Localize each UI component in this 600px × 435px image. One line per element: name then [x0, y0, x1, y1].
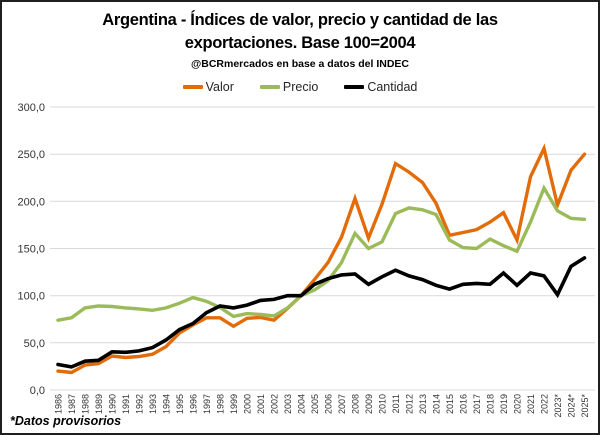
x-axis-label: 2010: [378, 394, 388, 414]
chart-title: Argentina - Índices de valor, precio y c…: [2, 9, 598, 55]
x-axis-label: 1986: [54, 394, 64, 414]
x-axis-label: 2017: [472, 394, 482, 414]
x-axis-label: 1989: [94, 394, 104, 414]
x-axis-label: 2022: [540, 394, 550, 414]
x-axis-label: 2009: [364, 394, 374, 414]
y-axis-label: 0,0: [30, 385, 45, 397]
y-axis-label: 150,0: [17, 244, 45, 256]
x-axis-label: 2021: [526, 394, 536, 414]
x-axis-label: 2012: [405, 394, 415, 414]
x-axis-label: 1990: [108, 394, 118, 414]
chart-title-line1: Argentina - Índices de valor, precio y c…: [102, 11, 498, 29]
x-axis-label: 2014: [432, 394, 442, 414]
x-axis-label: 1987: [67, 394, 77, 414]
valor-line-swatch-icon: [182, 85, 203, 89]
y-axis-label: 200,0: [17, 196, 45, 208]
x-axis-label: 2024*: [567, 394, 577, 418]
x-axis-label: 2019: [499, 394, 509, 414]
x-axis-label: 2011: [391, 394, 401, 413]
x-axis-label: 2013: [418, 394, 428, 414]
precio-line-swatch-icon: [259, 85, 280, 89]
legend-item-precio: Precio: [259, 80, 319, 94]
x-axis-label: 2015: [445, 394, 455, 414]
x-axis-label: 1994: [162, 394, 172, 414]
x-axis-label: 2008: [351, 394, 361, 414]
legend-label-precio: Precio: [282, 80, 319, 94]
legend-label-cantidad: Cantidad: [367, 80, 418, 94]
cantidad-line-swatch-icon: [344, 85, 365, 89]
cantidad-line: [56, 256, 587, 369]
x-axis-label: 1993: [148, 394, 158, 414]
x-axis-label: 2023*: [553, 394, 563, 418]
x-axis-label: 1992: [135, 394, 145, 414]
x-axis-label: 1998: [216, 394, 226, 414]
x-axis-label: 2002: [270, 394, 280, 414]
x-axis-label: 1997: [202, 394, 212, 414]
x-axis-label: 2018: [486, 394, 496, 414]
x-axis-label: 2007: [337, 394, 347, 414]
valor-line: [56, 143, 587, 375]
chart-subtitle: @BCRmercados en base a datos del INDEC: [191, 58, 409, 70]
legend-item-valor: Valor: [182, 80, 234, 94]
x-axis-label: 2025*: [580, 394, 590, 418]
x-axis-label: 1991: [121, 394, 131, 414]
chart-legend: Valor Precio Cantidad: [2, 78, 598, 96]
x-axis-label: 2000: [243, 394, 253, 414]
x-axis-label: 2020: [513, 394, 523, 414]
x-axis-label: 2005: [310, 394, 320, 414]
x-axis-label: 2001: [256, 394, 266, 414]
x-axis-label: 2003: [283, 394, 293, 414]
footnote: *Datos provisorios: [10, 414, 122, 428]
x-axis-label: 2016: [459, 394, 469, 414]
chart-title-line2: exportaciones. Base 100=2004: [184, 33, 416, 52]
precio-line: [56, 184, 587, 322]
y-axis-label: 300,0: [17, 102, 45, 114]
y-axis-label: 100,0: [17, 291, 45, 303]
x-axis-label: 2006: [324, 394, 334, 414]
legend-label-valor: Valor: [205, 80, 234, 94]
x-axis-label: 1999: [229, 394, 239, 414]
y-axis-label: 250,0: [17, 149, 45, 161]
y-axis-label: 50,0: [24, 338, 45, 350]
x-axis-label: 1995: [175, 394, 185, 414]
x-axis-label: 2004: [297, 394, 307, 414]
legend-item-cantidad: Cantidad: [344, 80, 417, 94]
x-axis-label: 1996: [189, 394, 199, 414]
x-axis-label: 1988: [81, 394, 91, 414]
